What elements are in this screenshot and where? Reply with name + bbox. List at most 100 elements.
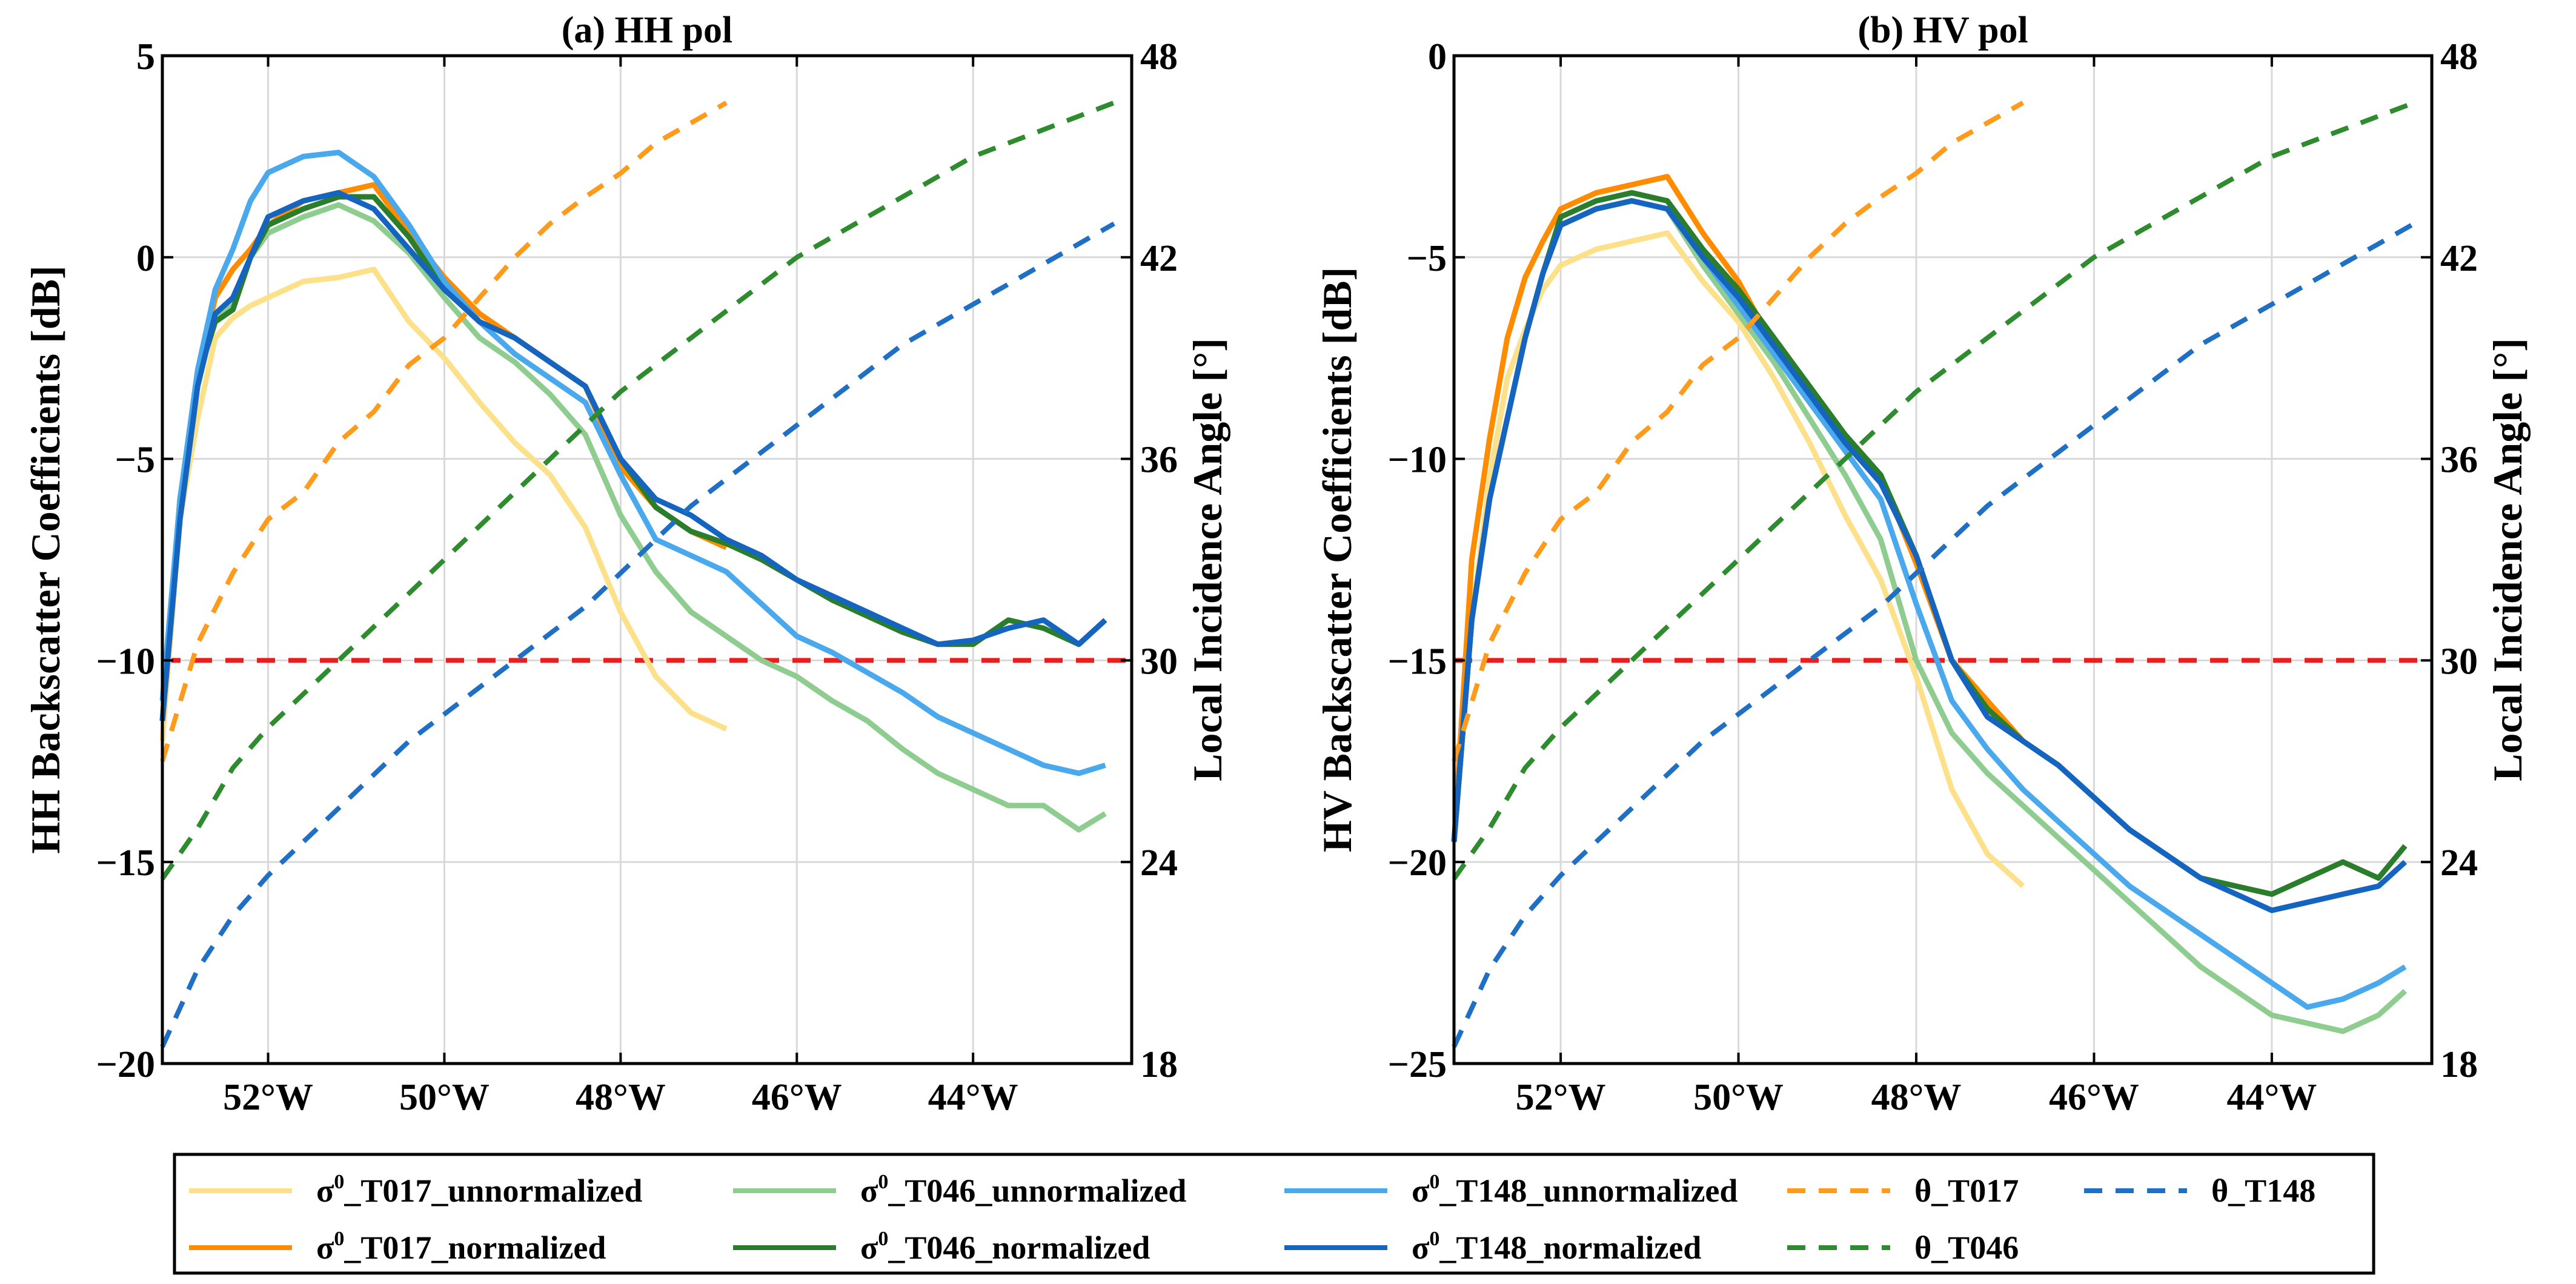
y-tick-labels-right: 48 42 36 30 24 18 [1140,36,1178,1085]
legend-label-rest: _T148_normalized [1439,1229,1701,1266]
legend-item: σ0_T017_unnormalized [189,1171,642,1209]
y-tick-label: −25 [1388,1044,1447,1085]
series-line--0-t148-unnormalized [159,150,1106,776]
y-tick-label: −15 [96,842,155,884]
y-tick-labels-right: 48 42 36 30 24 18 [2440,36,2478,1085]
y-axis-label-left: HH Backscatter Coefficients [dB] [22,265,68,853]
x-tick-label: 44°W [2226,1077,2317,1118]
y2-tick-label: 24 [1140,842,1178,884]
legend-label-base: σ [316,1229,334,1266]
series-line--0-t148-normalized [159,190,1107,721]
legend-label-rest: _T046_unnormalized [888,1173,1186,1209]
y2-tick-label: 24 [2440,842,2478,884]
series-line--0-t017-unnormalized [1451,230,2025,889]
series-line--0-t046-normalized [1451,190,2408,897]
legend-label-base: σ [860,1173,878,1209]
series-lines [159,100,1115,1048]
x-tick-label: 48°W [576,1077,666,1118]
panel-hv: (b) HV pol HV Backscatter Coefficients [… [1314,10,2531,1118]
series-line--t046 [160,100,1115,881]
legend-item: σ0_T046_normalized [733,1228,1150,1266]
y-tick-label: −20 [1388,842,1447,884]
series-line--t148 [160,221,1115,1048]
legend-label-base: σ [1412,1173,1430,1209]
y2-tick-label: 30 [1140,641,1178,682]
legend-item: σ0_T017_normalized [189,1228,606,1266]
x-tick-label: 50°W [399,1077,490,1118]
x-tick-label: 48°W [1871,1077,1962,1118]
ticks [162,55,1132,1065]
legend-label-rest: _T148_unnormalized [1439,1173,1738,1209]
plot-frame [1452,54,2434,1065]
series-lines [1451,100,2415,1048]
y-tick-label: −20 [96,1044,155,1085]
y2-tick-label: 18 [2440,1044,2478,1085]
series-line--0-t017-unnormalized [159,266,728,741]
y-tick-label: −15 [1388,641,1447,682]
series-line--t046 [1452,100,2415,881]
x-tick-label: 44°W [928,1077,1018,1118]
legend-label-base: θ_T017 [1914,1173,2019,1209]
legend-label: σ0_T017_unnormalized [316,1171,642,1209]
legend-label-sup: 0 [334,1228,344,1250]
legend-label-sup: 0 [334,1171,344,1193]
y2-tick-label: 42 [2440,238,2478,279]
legend-label-rest: _T017_unnormalized [344,1173,642,1209]
y2-tick-label: 42 [1140,238,1178,279]
series-line--t017 [160,101,728,762]
legend-label-sup: 0 [1429,1228,1439,1250]
y2-tick-label: 30 [2440,641,2478,682]
legend-item: θ_T046 [1787,1229,2019,1266]
y-axis-label-right: Local Incidence Angle [°] [2485,338,2531,781]
y2-tick-label: 36 [2440,440,2478,481]
y-tick-label: 5 [136,36,155,78]
legend-label-rest: _T046_normalized [888,1229,1150,1266]
ticks [1454,55,2432,1065]
x-tick-labels: 52°W 50°W 48°W 46°W 44°W [1516,1077,2317,1118]
plot-frame [161,54,1134,1065]
y-tick-label: 0 [1428,36,1447,78]
x-tick-label: 52°W [1516,1077,1606,1118]
legend-label-rest: _T017_normalized [344,1229,606,1266]
legend-box [173,1153,2375,1275]
panel-hh: (a) HH pol HH Backscatter Coefficients [… [22,10,1230,1118]
series-line--t148 [1452,221,2415,1048]
x-tick-labels: 52°W 50°W 48°W 46°W 44°W [223,1077,1018,1118]
y-tick-labels-left: 0 −5 −10 −15 −20 −25 [1388,36,1447,1085]
x-tick-label: 46°W [752,1077,842,1118]
legend-label-base: σ [860,1229,878,1266]
panel-title: (b) HV pol [1857,10,2028,51]
series-line--0-t017-normalized [159,182,728,721]
y-tick-label: −10 [1388,440,1447,481]
y-tick-label: −5 [1407,238,1447,279]
legend-label: σ0_T148_unnormalized [1412,1171,1738,1209]
y-axis-label-left: HV Backscatter Coefficients [dB] [1314,267,1360,852]
y2-tick-label: 36 [1140,440,1178,481]
series-line--0-t148-normalized [1451,198,2408,913]
legend-item: σ0_T046_unnormalized [733,1171,1186,1209]
legend-item: σ0_T148_normalized [1284,1228,1701,1266]
legend-label: σ0_T017_normalized [316,1228,606,1266]
x-tick-label: 46°W [2049,1077,2139,1118]
series-line--0-t046-unnormalized [159,202,1107,833]
legend-label-sup: 0 [878,1228,888,1250]
panel-title: (a) HH pol [562,10,732,51]
x-tick-label: 50°W [1693,1077,1784,1118]
legend-label: σ0_T046_normalized [860,1228,1150,1266]
legend-label: θ_T017 [1914,1173,2019,1209]
y-tick-label: −5 [115,440,155,481]
y-tick-label: 0 [136,238,155,279]
legend-label-base: σ [1412,1229,1430,1266]
legend-label: θ_T046 [1914,1229,2019,1266]
y2-tick-label: 48 [1140,36,1178,78]
y-tick-labels-left: 5 0 −5 −10 −15 −20 [96,36,155,1085]
legend-label: θ_T148 [2211,1173,2315,1209]
y-tick-label: −10 [96,641,155,682]
x-tick-label: 52°W [223,1077,313,1118]
legend-label-base: θ_T148 [2211,1173,2315,1209]
legend-item: σ0_T148_unnormalized [1284,1171,1738,1209]
legend-label-base: σ [316,1173,334,1209]
y-axis-label-right: Local Incidence Angle [°] [1184,338,1230,781]
legend-label-sup: 0 [878,1171,888,1193]
